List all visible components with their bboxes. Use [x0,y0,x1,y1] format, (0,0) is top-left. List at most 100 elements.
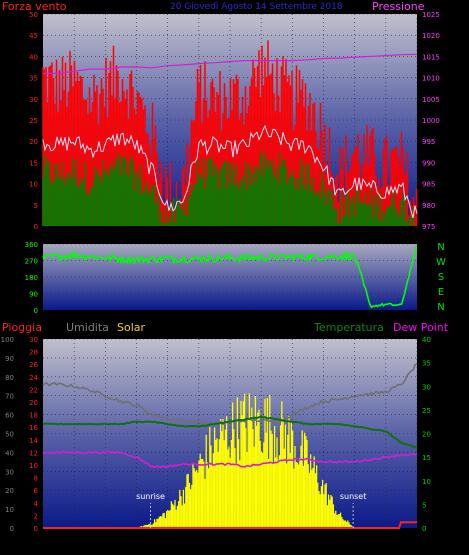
wind-tick-label: 30 [29,96,38,104]
pressure-tick-label: 1025 [422,11,440,19]
pressure-tick-label: 1020 [422,32,440,40]
temp-tick-label: 15 [422,454,431,462]
temp-x-ticks: 02 04 06 08 10 12 14 16 18 sunset 22 00 [69,539,422,548]
temp-x-tick-label: 08 [163,539,173,548]
humidity-label: Umidita [66,321,109,334]
wind-tick-label: 40 [29,53,38,61]
rain-tick-label: 16 [29,424,38,432]
wind-x-tick-label: 20 [350,231,360,240]
pressure-line [43,53,418,74]
solar-label: Solar [117,321,146,334]
humidity-tick-label: 10 [5,506,14,514]
rain-tick-label: 30 [29,336,38,344]
pressure-y-ticks: 975 980 985 990 995 1000 1005 1010 1015 1020 1025 [422,11,440,231]
temp-x-tick-label: 00 [412,539,422,548]
temp-x-tick-label: 14 [256,539,266,548]
temp-x-tick-label: sunset [341,539,368,548]
temp-x-tick-label: 10 [194,539,204,548]
humidity-tick-label: 20 [5,487,14,495]
direction-line [42,245,418,309]
wind-x-tick-label: 16 [287,231,297,240]
humidity-y-ticks: 0 10 20 30 40 50 60 70 80 90 100 [1,336,14,533]
humidity-tick-label: 30 [5,468,14,476]
compass-label: S [438,272,444,283]
compass-label: E [438,287,444,298]
wind-x-tick-label: 06 [131,231,141,240]
rain-tick-label: 4 [34,500,39,508]
wind-lines [42,53,418,219]
temp-x-tick-label: 04 [100,539,110,548]
rain-tick-label: 6 [34,487,39,495]
mean-wind-line [42,124,418,219]
direction-series [42,245,418,309]
rain-tick-label: 26 [29,361,38,369]
rain-tick-label: 18 [29,412,38,420]
wind-x-tick-label: 10 [194,231,204,240]
compass-label: W [436,257,446,268]
wind-x-tick-label: 18 [318,231,328,240]
rain-tick-label: 14 [29,437,38,445]
direction-tick-label: 0 [34,307,38,315]
wind-tick-label: 45 [29,32,38,40]
pressure-tick-label: 1000 [422,117,440,125]
temp-x-tick-label: 18 [318,539,328,548]
wind-x-tick-label: 00 [412,231,422,240]
wind-x-tick-label: 12 [225,231,235,240]
rain-tick-label: 0 [34,525,38,533]
sun-marker-label: sunset [340,492,367,501]
date-title: 20 Giovedì Agosto 14 Settembre 2018 [170,2,343,12]
temp-tick-label: 10 [422,478,431,486]
humidity-tick-label: 100 [1,336,14,344]
pressure-label: Pressione [372,0,425,13]
direction-tick-label: 270 [25,258,38,266]
rain-tick-label: 28 [29,349,38,357]
temp-x-tick-label: 22 [381,539,391,548]
temp-lines [42,363,418,529]
temp-x-tick-label: 16 [287,539,297,548]
dewpoint-label: Dew Point [393,321,449,334]
rain-tick-label: 20 [29,399,38,407]
temperature-label: Temperatura [313,321,384,334]
wind-tick-label: 50 [29,11,38,19]
pressure-tick-label: 990 [422,159,435,167]
pressure-tick-label: 1015 [422,53,440,61]
direction-tick-label: 360 [25,241,38,249]
temp-tick-label: 30 [422,383,431,391]
wind-x-tick-label: 02 [69,231,79,240]
temperature-line [42,415,418,449]
temp-tick-label: 25 [422,407,431,415]
rain-tick-label: 8 [34,475,38,483]
wind-speed-label: Forza vento [2,0,67,13]
direction-tick-label: 90 [29,291,38,299]
wind-x-tick-label: 14 [256,231,266,240]
humidity-tick-label: 70 [5,393,14,401]
pressure-tick-label: 995 [422,138,435,146]
wind-x-tick-label: 04 [100,231,110,240]
sun-annotations: sunrise sunset [136,492,366,528]
humidity-tick-label: 60 [5,412,14,420]
compass-label: N [437,242,444,253]
pressure-tick-label: 1005 [422,96,440,104]
rain-tick-label: 24 [29,374,38,382]
rain-tick-label: 22 [29,386,38,394]
rain-tick-label: 12 [29,449,38,457]
wind-x-ticks: 02 04 06 08 10 12 14 16 18 20 22 00 [69,231,422,240]
pressure-tick-label: 975 [422,223,435,231]
temp-tick-label: 40 [422,336,431,344]
humidity-tick-label: 40 [5,449,14,457]
wind-tick-label: 25 [29,117,38,125]
wind-x-tick-label: 08 [163,231,173,240]
humidity-tick-label: 0 [10,525,14,533]
temp-y-ticks: 0 5 10 15 20 25 30 35 40 [422,336,431,533]
sun-marker-label: sunrise [136,492,165,501]
wind-bars [42,40,418,226]
wind-tick-label: 0 [34,223,38,231]
temp-x-tick-label: 02 [69,539,79,548]
temp-tick-label: 5 [422,501,426,509]
